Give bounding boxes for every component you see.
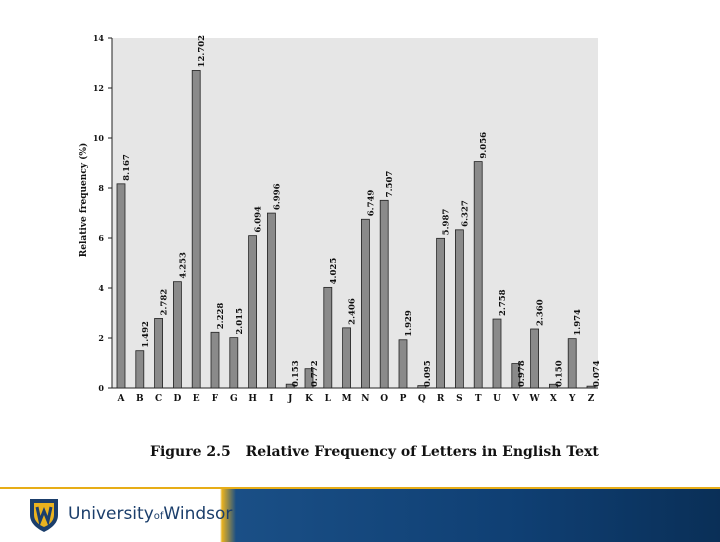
x-tick-label: R: [437, 394, 445, 404]
data-label: 5.987: [442, 209, 452, 236]
bar-A: [116, 183, 126, 389]
x-tick-label: E: [193, 394, 200, 404]
bar-W: [530, 328, 539, 389]
bar-X: [549, 383, 558, 389]
bar-L: [323, 286, 333, 389]
data-label: 6.094: [254, 206, 264, 233]
y-axis-label: Relative frequency (%): [78, 143, 89, 257]
bar-I: [266, 212, 276, 389]
x-tick-label: I: [269, 394, 273, 404]
data-label: 0.978: [517, 360, 527, 387]
footer-banner: UniversityofWindsor: [0, 487, 720, 542]
data-label: 0.772: [310, 360, 320, 387]
x-tick-label: A: [117, 394, 126, 404]
x-tick-label: W: [529, 394, 541, 404]
data-label: 1.492: [141, 321, 151, 348]
figure-caption: Figure 2.5 Relative Frequency of Letters…: [150, 444, 599, 460]
data-label: 6.749: [366, 190, 376, 217]
bar-K: [304, 368, 314, 389]
x-tick-label: T: [475, 394, 482, 404]
bar-M: [342, 327, 352, 389]
data-label: 6.327: [460, 200, 470, 227]
bar-C: [154, 318, 164, 389]
bar-V: [511, 363, 521, 389]
x-tick-label: Q: [418, 394, 426, 404]
university-logo-text: UniversityofWindsor: [68, 504, 233, 524]
y-tick-label: 10: [93, 133, 105, 143]
data-label: 4.253: [178, 252, 188, 279]
bar-U: [492, 318, 502, 389]
value-labels: A 8.167 B 1.492 C 2.782 D 4.253 E 12.702 F 2.228 G 2.…: [117, 35, 602, 404]
data-label: 1.929: [404, 310, 414, 337]
bar-F: [210, 331, 220, 389]
data-label: 0.153: [291, 360, 301, 387]
data-label: 2.782: [160, 289, 170, 316]
bar-Q: [417, 385, 427, 389]
data-label: 0.095: [423, 360, 433, 387]
data-label: 2.228: [216, 303, 226, 330]
y-tick-label: 6: [98, 233, 104, 243]
x-tick-label: H: [248, 394, 257, 404]
x-tick-label: D: [173, 394, 181, 404]
data-label: 0.074: [592, 360, 602, 387]
bar-H: [248, 235, 258, 389]
x-tick-label: P: [400, 394, 407, 404]
figure-number: Figure 2.5: [150, 444, 231, 460]
data-label: 1.974: [573, 309, 583, 336]
data-label: 2.015: [235, 308, 245, 335]
bar-J: [285, 383, 295, 389]
x-tick-label: Y: [568, 394, 576, 404]
shield-crest-icon: [30, 499, 58, 532]
x-tick-label: K: [305, 394, 314, 404]
x-tick-label: U: [493, 394, 501, 404]
y-tick-label: 14: [93, 33, 105, 43]
y-tick-label: 0: [98, 383, 104, 393]
plot-area: [112, 38, 598, 388]
x-tick-label: M: [342, 394, 352, 404]
data-label: 2.406: [348, 298, 358, 325]
x-tick-label: J: [287, 394, 292, 404]
x-tick-label: Z: [588, 394, 595, 404]
bars: [116, 70, 596, 389]
x-tick-label: S: [456, 394, 463, 404]
y-tick-label: 2: [98, 333, 104, 343]
x-tick-label: F: [212, 394, 219, 404]
data-label: 9.056: [479, 132, 489, 159]
bar-B: [135, 350, 145, 389]
bar-E: [191, 70, 201, 389]
bar-Z: [586, 385, 596, 389]
bar-T: [473, 161, 483, 389]
bar-Y: [567, 338, 577, 389]
bar-chart: 0 2 4 6 8 10 12 14 A 8.167 B 1.492 C 2.782 D 4.253 E 12.…: [78, 33, 602, 404]
x-tick-label: G: [230, 394, 238, 404]
y-tick-label: 4: [98, 283, 104, 293]
y-tick-label: 12: [93, 83, 104, 93]
bar-R: [436, 237, 446, 389]
data-label: 6.996: [272, 183, 282, 210]
data-label: 4.025: [329, 258, 339, 285]
figure-title: Relative Frequency of Letters in English…: [245, 444, 599, 460]
bar-P: [398, 339, 408, 389]
data-label: 12.702: [197, 35, 207, 68]
data-label: 8.167: [122, 154, 132, 181]
x-tick-label: L: [325, 394, 332, 404]
data-label: 2.360: [536, 299, 546, 326]
data-label: 7.507: [385, 171, 395, 198]
y-tick-label: 8: [98, 183, 104, 193]
x-tick-label: C: [155, 394, 162, 404]
x-tick-label: X: [550, 394, 557, 404]
bar-D: [172, 281, 182, 389]
x-tick-label: V: [511, 394, 520, 404]
x-tick-label: N: [361, 394, 369, 404]
bar-N: [360, 218, 370, 389]
x-tick-label: B: [136, 394, 144, 404]
x-tick-label: O: [380, 394, 388, 404]
data-label: 2.758: [498, 289, 508, 316]
bar-G: [229, 337, 239, 389]
data-label: 0.150: [554, 360, 564, 387]
bar-O: [379, 199, 389, 389]
bar-S: [454, 229, 464, 389]
